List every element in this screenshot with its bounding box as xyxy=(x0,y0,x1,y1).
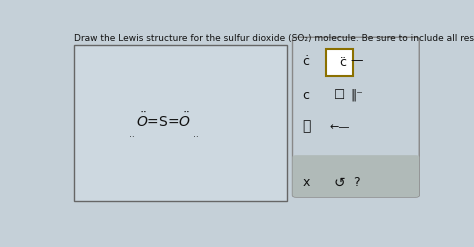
Text: ←—: ←— xyxy=(329,122,350,132)
Text: ‖⁻: ‖⁻ xyxy=(350,89,363,102)
Text: c: c xyxy=(302,89,310,102)
Text: ?: ? xyxy=(354,176,360,189)
Bar xyxy=(326,49,353,76)
Text: ċ: ċ xyxy=(302,55,310,67)
Text: ⤷: ⤷ xyxy=(302,120,310,134)
Text: $\ddot{O}$=S=$\ddot{O}$: $\ddot{O}$=S=$\ddot{O}$ xyxy=(137,112,191,130)
Text: —: — xyxy=(351,55,363,67)
Text: ↺: ↺ xyxy=(334,176,346,190)
Text: ··: ·· xyxy=(193,134,199,143)
FancyBboxPatch shape xyxy=(292,37,419,197)
Text: x: x xyxy=(302,176,310,189)
Text: c̈: c̈ xyxy=(339,56,346,69)
FancyBboxPatch shape xyxy=(292,155,419,197)
Text: ··: ·· xyxy=(129,134,135,143)
Bar xyxy=(74,45,287,201)
Text: Draw the Lewis structure for the sulfur dioxide (SO₂) molecule. Be sure to inclu: Draw the Lewis structure for the sulfur … xyxy=(74,34,474,43)
Text: ☐: ☐ xyxy=(334,89,345,102)
